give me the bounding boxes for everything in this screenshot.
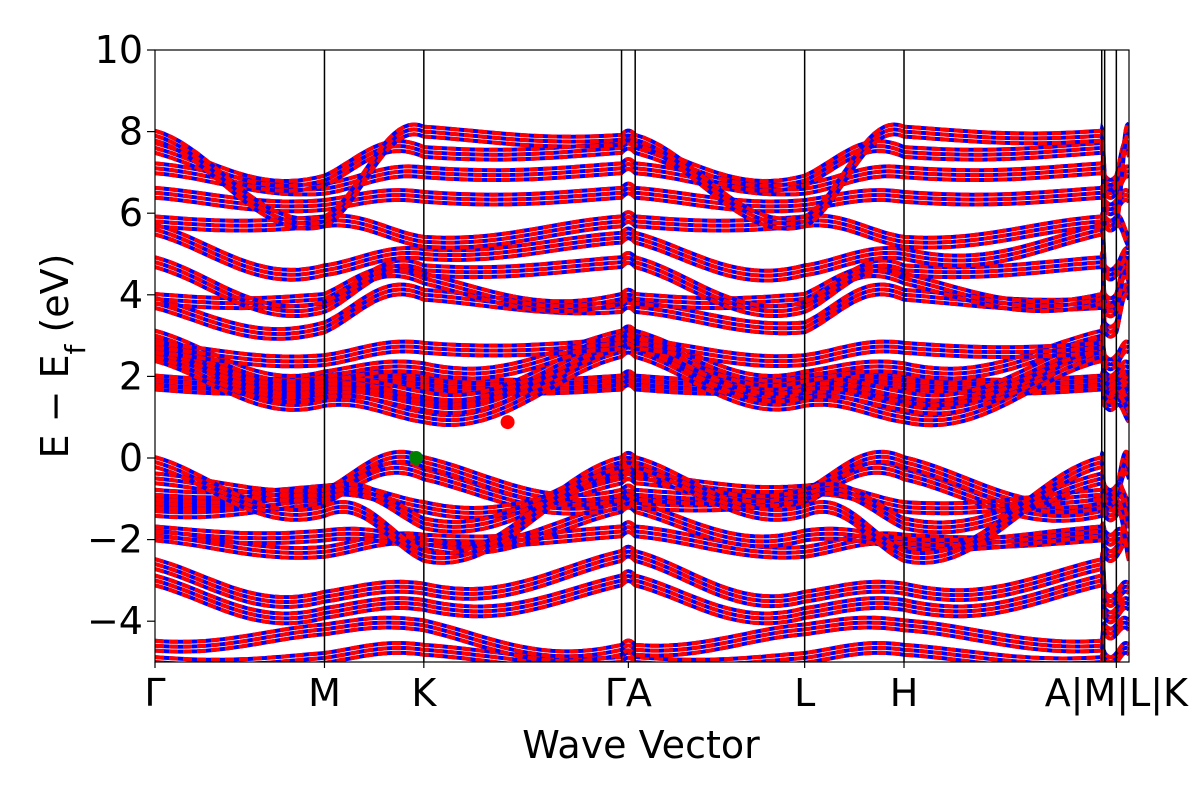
band-line-spin-down [155,224,1129,283]
cbm-marker [500,415,515,430]
band-line-spin-down [155,181,1129,207]
band-line-spin-up [309,650,1129,662]
plot-frame [154,49,1130,663]
band-line-spin-down [155,640,1129,662]
band-line-spin-down [155,186,1129,212]
band-line-spin-down [155,328,1129,398]
band-line-spin-down [155,191,1129,217]
x-tick-label: H [890,671,919,715]
y-tick-label: 4 [119,273,143,317]
y-axis-title-unit: (eV) [33,254,77,345]
band-line-spin-down [155,338,1129,408]
band-line-spin-down [155,255,1129,314]
band-line-spin-down [155,333,1129,403]
y-tick-label: −2 [87,518,143,562]
y-axis-title-main: E − E [33,354,77,458]
band-line-spin-down [155,214,1129,273]
y-tick-label: 2 [119,354,143,398]
x-tick-label: K [411,671,437,715]
y-tick-label: 6 [119,191,143,235]
band-line-spin-down [155,282,1129,332]
band-edge-markers [409,415,515,465]
y-axis-title: E − Ef (eV) [33,254,92,459]
band-line-spin-down [155,568,1129,616]
x-axis-title: Wave Vector [522,723,760,767]
y-axis-title-subscript: f [59,343,92,354]
kpoint-separators [323,50,1118,662]
band-line-spin-down [155,287,1129,337]
vbm-marker [409,451,424,465]
x-tick-label: M [308,671,341,715]
band-line-spin-down [155,251,1129,309]
x-tick-label: A|M|L|K [1045,671,1189,716]
y-tick-label: 8 [119,110,143,154]
band-line-spin-down [155,219,1129,278]
band-line-spin-down [155,573,1129,621]
x-tick-label: Γ [144,671,165,715]
band-line-spin-down [155,259,1129,319]
x-axis: Γ M K ΓA L H A|M|L|K [144,662,1189,716]
y-axis: 10 8 6 4 2 0 −2 −4 [87,28,155,643]
x-tick-label: ΓA [605,671,652,715]
x-tick-label: L [794,671,815,715]
y-tick-label: 0 [119,436,143,480]
y-tick-label: 10 [95,28,143,72]
band-line-spin-down [155,578,1129,626]
band-line-spin-down [155,292,1129,341]
y-tick-label: −4 [87,599,143,643]
